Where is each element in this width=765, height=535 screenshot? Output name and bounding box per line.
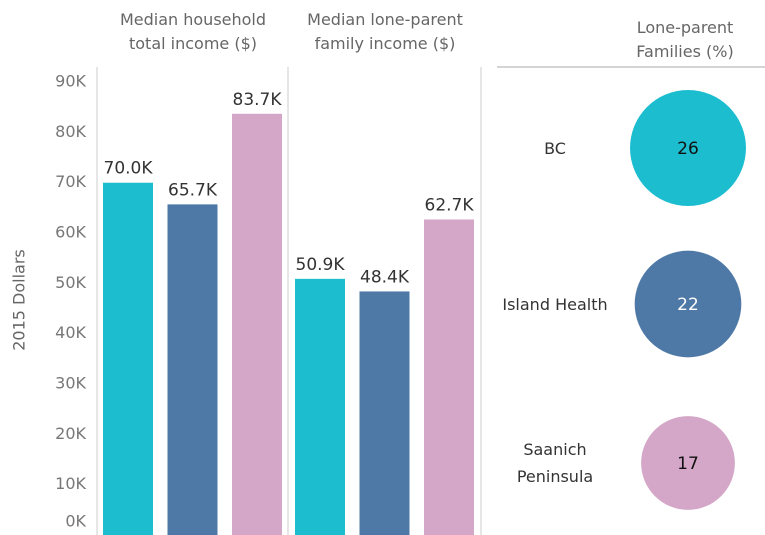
y-tick-label: 90K xyxy=(55,72,86,91)
panel-title: Median household total income ($) xyxy=(119,10,267,53)
y-tick-label: 50K xyxy=(55,273,86,292)
category-label: BC xyxy=(544,138,566,158)
value-label: 50.9K xyxy=(296,255,346,275)
value-label: 26 xyxy=(677,139,699,159)
y-tick-label: 60K xyxy=(55,223,86,242)
panel-title: Median lone-parent family income ($) xyxy=(307,10,463,53)
bubble xyxy=(634,250,742,358)
bubble xyxy=(630,90,746,206)
y-tick-label: 70K xyxy=(55,172,86,191)
value-label: 83.7K xyxy=(233,90,283,110)
value-label: 65.7K xyxy=(168,180,218,200)
bar xyxy=(295,278,345,535)
bar xyxy=(359,291,410,535)
y-tick-label: 0K xyxy=(65,512,86,531)
y-axis-label: 2015 Dollars xyxy=(10,249,29,351)
bar xyxy=(167,204,218,535)
bar xyxy=(232,113,282,535)
value-label: 17 xyxy=(677,454,699,474)
y-tick-label: 20K xyxy=(55,424,86,443)
bubble-title: Lone-parent Families (%) xyxy=(636,18,734,61)
value-label: 22 xyxy=(677,295,699,315)
category-label: Island Health xyxy=(502,294,608,314)
y-tick-label: 30K xyxy=(55,374,86,393)
y-tick-label: 80K xyxy=(55,122,86,141)
y-tick-label: 10K xyxy=(55,474,86,493)
value-label: 62.7K xyxy=(425,195,475,215)
value-label: 70.0K xyxy=(104,159,154,179)
value-label: 48.4K xyxy=(360,267,410,287)
y-tick-label: 40K xyxy=(55,323,86,342)
bar xyxy=(424,219,474,535)
bar xyxy=(103,182,153,535)
category-label: Saanich Peninsula xyxy=(516,440,594,486)
bubble xyxy=(641,416,735,510)
